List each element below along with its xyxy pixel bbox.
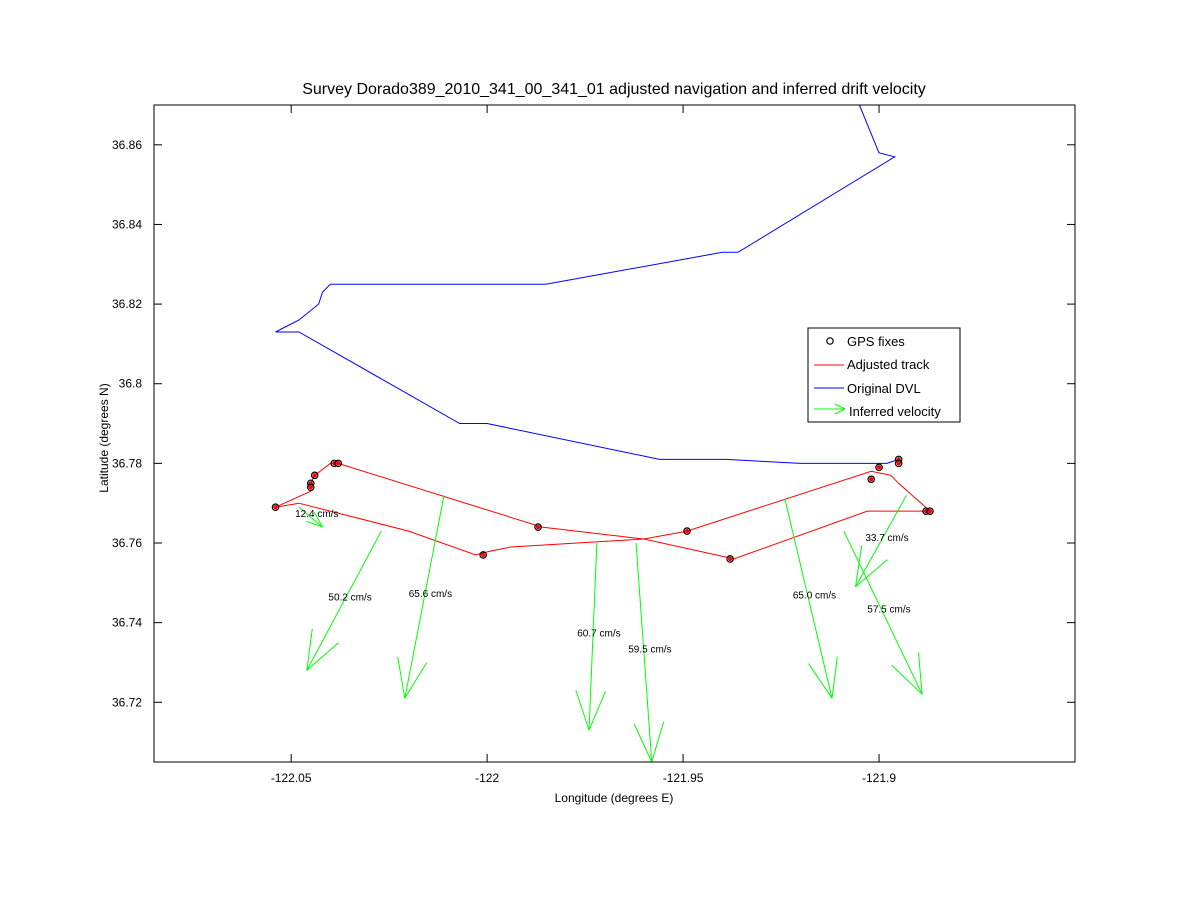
original-dvl-line: [275, 105, 899, 464]
gps-fix-fill: [927, 508, 933, 514]
y-tick-label: 36.72: [112, 695, 142, 709]
velocity-arrow-shaft: [306, 530, 382, 671]
gps-fix-fill: [336, 461, 341, 466]
y-tick-label: 36.84: [112, 217, 142, 231]
gps-fix-fill: [308, 485, 313, 490]
gps-fix-marker: [875, 463, 883, 472]
gps-fix-marker: [306, 483, 315, 492]
x-tick-label: -122: [475, 771, 499, 785]
velocity-arrow-head: [313, 512, 323, 528]
chart-title: Survey Dorado389_2010_341_00_341_01 adju…: [302, 81, 926, 98]
velocity-arrow-head: [855, 545, 863, 587]
velocity-arrow-shaft: [784, 499, 833, 699]
velocity-arrow-shaft: [635, 542, 653, 762]
velocity-arrow-shaft: [298, 506, 323, 528]
gps-fix-marker: [926, 507, 934, 515]
x-axis-label: Longitude (degrees E): [555, 791, 674, 805]
x-tick-label: -122.05: [271, 771, 312, 785]
velocity-label: 33.7 cm/s: [865, 533, 908, 544]
velocity-arrow-head: [917, 652, 923, 695]
gps-fix-fill: [869, 477, 874, 482]
velocity-label: 59.5 cm/s: [628, 645, 671, 656]
velocity-label: 65.6 cm/s: [409, 589, 452, 600]
gps-fix-fill: [535, 524, 541, 530]
legend-velocity-arrow-icon: [814, 403, 846, 415]
gps-fix-fill: [312, 473, 317, 478]
gps-fix-marker: [334, 459, 343, 468]
y-tick-label: 36.8: [119, 377, 143, 391]
velocity-arrow-head: [651, 721, 665, 762]
legend-velocity-label: Inferred velocity: [849, 404, 941, 419]
velocity-arrow-shaft: [855, 494, 907, 588]
velocity-arrow-head: [831, 656, 838, 699]
ticks-layer: -122.05 -122 -121.95 -121.9 36.72 36.74 36.76 3…: [112, 105, 1075, 785]
y-axis-label: Latitude (degrees N): [97, 383, 111, 492]
plot-area: [154, 105, 1075, 762]
gps-fix-marker: [534, 523, 542, 531]
gps-fix-fill: [273, 504, 278, 510]
velocity-arrow-shaft: [404, 495, 445, 699]
legend-adjusted-label: Adjusted track: [847, 357, 930, 372]
y-tick-label: 36.74: [112, 616, 142, 630]
data-layer: 12.4 cm/s 50.2 cm/s 65.6 cm/s 60.7 cm/s 59.5…: [271, 105, 934, 762]
velocity-label: 57.5 cm/s: [867, 605, 910, 616]
gps-fix-marker: [683, 527, 691, 535]
velocity-arrow-head: [306, 520, 323, 528]
velocity-arrow-head: [808, 663, 833, 699]
legend: GPS fixes Adjusted track Original DVL In…: [807, 327, 961, 423]
gps-fix-fill: [896, 461, 901, 466]
gps-fix-fill: [727, 556, 733, 562]
velocity-arrow-head: [404, 662, 428, 699]
gps-fix-marker: [310, 471, 319, 480]
velocity-label: 12.4 cm/s: [295, 509, 338, 520]
y-tick-label: 36.86: [112, 138, 142, 152]
gps-fix-marker: [726, 555, 734, 563]
plot-frame: [153, 104, 1076, 763]
gps-fix-marker: [867, 475, 876, 484]
velocity-arrow-head: [588, 691, 606, 731]
velocity-arrow-head: [306, 628, 313, 671]
velocity-arrow-head: [891, 664, 923, 695]
y-tick-label: 36.78: [112, 456, 142, 470]
legend-gps-label: GPS fixes: [847, 334, 905, 349]
legend-box: [807, 327, 961, 423]
velocity-arrow-shaft: [588, 542, 598, 731]
gps-fix-marker: [479, 551, 488, 559]
gps-fix-fill: [481, 552, 486, 558]
velocity-label: 50.2 cm/s: [328, 593, 371, 604]
x-tick-label: -121.95: [663, 771, 704, 785]
velocity-arrow-head: [306, 642, 339, 671]
y-tick-label: 36.82: [112, 297, 142, 311]
velocity-label: 60.7 cm/s: [577, 629, 620, 640]
velocity-arrow-head: [855, 559, 888, 588]
velocity-arrow-shaft: [843, 530, 923, 695]
velocity-arrow-head: [397, 656, 406, 699]
gps-fix-marker: [271, 503, 280, 511]
gps-fix-marker: [894, 459, 903, 468]
velocity-arrow-head: [633, 723, 653, 762]
velocity-arrow-head: [575, 690, 590, 731]
gps-fix-fill: [684, 528, 690, 534]
y-tick-label: 36.76: [112, 536, 142, 550]
x-tick-label: -121.9: [862, 771, 896, 785]
legend-gps-marker-icon: [826, 337, 834, 345]
legend-dvl-label: Original DVL: [847, 381, 921, 396]
gps-fix-fill: [876, 465, 882, 470]
velocity-label: 65.0 cm/s: [793, 591, 836, 602]
